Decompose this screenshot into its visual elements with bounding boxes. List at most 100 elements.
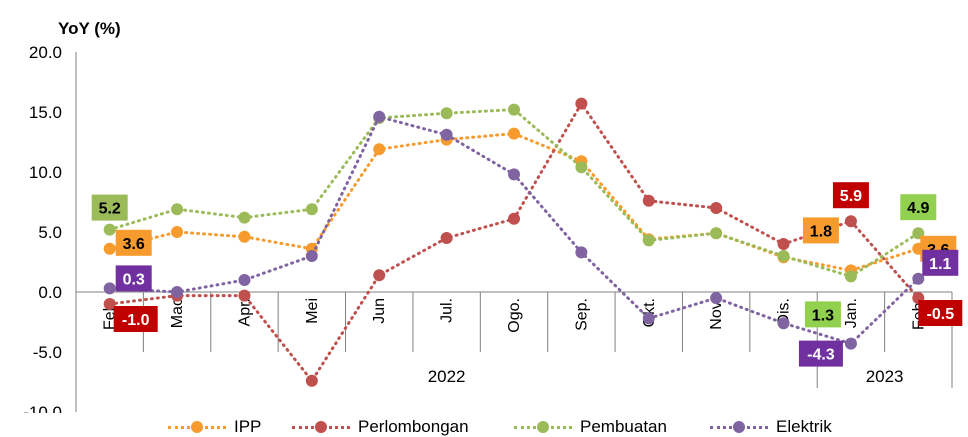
data-point-elektrik	[440, 128, 453, 141]
data-label-text: 1.8	[810, 223, 832, 240]
data-label-text: 4.9	[907, 200, 929, 217]
y-tick-label: 10.0	[29, 163, 62, 182]
data-label: 5.9	[832, 182, 869, 209]
data-label-box	[113, 306, 158, 332]
data-point-elektrik	[103, 282, 116, 295]
data-point-pembuatan	[103, 223, 116, 236]
y-tick-label: 5.0	[38, 223, 62, 242]
y-axis-label: YoY (%)	[58, 19, 121, 38]
data-point-elektrik	[777, 317, 790, 330]
data-point-pembuatan	[710, 227, 723, 240]
data-label-text: 5.9	[840, 188, 862, 205]
data-labels-layer: 5.23.60.3-1.05.91.81.3-4.34.93.61.1-0.5	[91, 182, 963, 367]
data-label: 5.2	[91, 194, 128, 221]
x-tick-label: Mei	[304, 298, 321, 324]
data-label-text: 5.2	[99, 201, 121, 218]
data-label-text: -0.5	[927, 306, 955, 323]
year-label: 2022	[428, 367, 466, 386]
data-point-ipp	[373, 143, 386, 156]
data-point-pembuatan	[508, 103, 520, 116]
data-point-perlombongan	[373, 269, 386, 282]
data-label: 1.1	[922, 249, 959, 276]
data-point-perlombongan	[642, 194, 655, 207]
x-tick-label: Jul.	[439, 298, 456, 323]
data-label-box	[115, 265, 152, 292]
y-tick-label: -10.0	[23, 403, 62, 413]
data-label-box	[115, 229, 152, 256]
data-point-elektrik	[508, 168, 520, 181]
data-point-elektrik	[238, 274, 251, 286]
data-label-text: 3.6	[123, 236, 145, 253]
data-label: -0.5	[918, 300, 963, 326]
data-point-elektrik	[844, 337, 857, 350]
data-point-elektrik	[710, 292, 723, 304]
x-tick-label: Nov.	[708, 298, 725, 330]
x-tick-label: Sep.	[573, 298, 590, 331]
data-label: 0.3	[115, 265, 152, 292]
data-point-elektrik	[642, 312, 655, 325]
data-point-pembuatan	[305, 203, 318, 216]
x-tick-label: Jun	[371, 298, 388, 324]
data-label-box	[832, 182, 869, 209]
data-point-perlombongan	[238, 289, 251, 302]
data-point-ipp	[238, 230, 251, 243]
x-tick-label: Apr.	[236, 298, 253, 326]
data-point-pembuatan	[171, 203, 184, 216]
series-layer	[103, 97, 925, 387]
series-line-ipp	[108, 132, 920, 272]
data-label: 1.3	[804, 301, 841, 328]
y-tick-label: 20.0	[29, 43, 62, 62]
legend-label-elektrik: Elektrik	[776, 417, 832, 436]
year-label: 2023	[866, 367, 904, 386]
data-point-perlombongan	[710, 202, 723, 214]
data-point-pembuatan	[238, 211, 251, 224]
legend-item-perlombongan: Perlombongan	[292, 417, 469, 437]
data-label: 3.6	[115, 229, 152, 256]
data-point-ipp	[171, 226, 184, 238]
y-tick-label: -5.0	[33, 343, 62, 362]
data-point-elektrik	[912, 272, 925, 285]
legend-label-perlombongan: Perlombongan	[358, 417, 469, 436]
data-label-box	[798, 340, 843, 367]
data-point-pembuatan	[844, 270, 857, 283]
x-tick-label: Mac	[169, 298, 186, 328]
data-label-box	[804, 301, 841, 328]
legend-marker-pembuatan	[514, 420, 572, 434]
legend-label-ipp: IPP	[234, 417, 262, 436]
data-point-ipp	[103, 242, 116, 255]
data-point-elektrik	[305, 250, 318, 262]
data-label-box	[922, 249, 959, 276]
y-tick-label: 15.0	[29, 103, 62, 122]
data-point-perlombongan	[305, 374, 318, 387]
legend-item-pembuatan: Pembuatan	[514, 417, 667, 437]
legend-label-pembuatan: Pembuatan	[580, 417, 667, 436]
data-label-box	[91, 194, 128, 221]
series-line-perlombongan	[108, 100, 920, 384]
data-label-text: -1.0	[122, 312, 150, 329]
legend-marker-ipp	[168, 420, 226, 434]
data-point-elektrik	[171, 286, 184, 298]
data-label: 1.8	[802, 217, 839, 244]
data-point-perlombongan	[508, 212, 520, 225]
data-point-pembuatan	[642, 234, 655, 247]
data-label-box	[802, 217, 839, 244]
legend: IPP Perlombongan Pembuatan Elektrik	[0, 413, 968, 437]
data-label: 4.9	[900, 194, 937, 221]
data-label-text: 1.3	[812, 307, 834, 324]
legend-item-ipp: IPP	[168, 417, 261, 437]
data-point-elektrik	[575, 246, 588, 259]
legend-marker-perlombongan	[292, 420, 350, 434]
data-label-text: 1.1	[929, 256, 951, 273]
data-point-perlombongan	[575, 97, 588, 110]
data-point-pembuatan	[575, 161, 588, 174]
y-tick-label: 0.0	[38, 283, 62, 302]
data-label-box	[918, 300, 963, 326]
data-label: -1.0	[113, 306, 158, 332]
data-point-perlombongan	[844, 215, 857, 228]
data-label-text: 0.3	[123, 271, 145, 288]
data-label-box	[900, 194, 937, 221]
x-tick-label: Ogo.	[506, 298, 523, 333]
x-tick-label: Jan.	[843, 298, 860, 328]
legend-marker-elektrik	[710, 420, 768, 434]
